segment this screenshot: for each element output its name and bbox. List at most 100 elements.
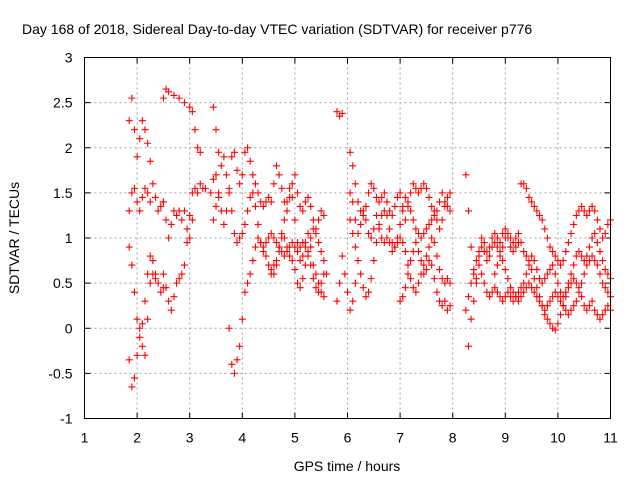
data-point — [357, 220, 365, 228]
data-point — [251, 180, 259, 188]
data-point — [265, 193, 273, 201]
data-point — [291, 216, 299, 224]
data-point — [491, 270, 499, 278]
data-point — [180, 99, 188, 107]
data-point — [296, 284, 304, 292]
data-point — [180, 207, 188, 215]
data-point — [128, 189, 136, 197]
data-point — [585, 302, 593, 310]
x-tick-label: 3 — [186, 430, 194, 446]
data-point — [288, 180, 296, 188]
data-point — [407, 257, 415, 265]
data-point — [270, 234, 278, 242]
data-point — [312, 270, 320, 278]
data-point — [354, 229, 362, 237]
data-point — [422, 225, 430, 233]
data-point — [228, 207, 236, 215]
data-point — [380, 189, 388, 197]
data-point — [425, 243, 433, 251]
data-point — [391, 243, 399, 251]
data-point — [599, 311, 607, 319]
y-tick-label: 0.5 — [53, 275, 73, 291]
data-point — [244, 279, 252, 287]
data-point — [562, 248, 570, 256]
data-point — [286, 252, 294, 260]
data-point — [133, 351, 141, 359]
data-point — [525, 193, 533, 201]
data-point — [272, 239, 280, 247]
data-point — [215, 148, 223, 156]
data-point — [572, 211, 580, 219]
data-point — [207, 189, 215, 197]
data-point — [138, 193, 146, 201]
data-point — [378, 193, 386, 201]
data-point — [270, 180, 278, 188]
data-point — [407, 189, 415, 197]
y-tick-labels: -1 -0.5 0 0.5 1 1.5 2 2.5 3 — [48, 50, 72, 427]
data-point — [404, 270, 412, 278]
data-point — [425, 257, 433, 265]
data-point — [504, 234, 512, 242]
data-point — [315, 216, 323, 224]
data-point — [399, 293, 407, 301]
data-point — [538, 279, 546, 287]
data-point — [225, 189, 233, 197]
data-point — [149, 257, 157, 265]
series-track-8 — [209, 144, 328, 233]
data-point — [483, 257, 491, 265]
data-point — [144, 189, 152, 197]
data-point — [433, 207, 441, 215]
data-point — [428, 216, 436, 224]
series-track-14 — [333, 252, 359, 314]
data-point — [167, 220, 175, 228]
data-point — [333, 297, 341, 305]
data-point — [267, 229, 275, 237]
x-tick-label: 1 — [81, 430, 89, 446]
data-point — [420, 261, 428, 269]
data-point — [501, 225, 509, 233]
data-point — [149, 180, 157, 188]
data-point — [522, 184, 530, 192]
data-point — [501, 266, 509, 274]
data-point — [191, 184, 199, 192]
data-point — [212, 126, 220, 134]
data-point — [272, 162, 280, 170]
data-point — [209, 175, 217, 183]
data-point — [236, 234, 244, 242]
x-tick-label: 2 — [133, 430, 141, 446]
data-point — [557, 261, 565, 269]
data-point — [288, 193, 296, 201]
data-point — [472, 257, 480, 265]
data-point — [296, 202, 304, 210]
data-point — [430, 239, 438, 247]
data-point — [338, 252, 346, 260]
data-point — [583, 211, 591, 219]
data-point — [370, 257, 378, 265]
data-point — [152, 275, 160, 283]
data-point — [393, 193, 401, 201]
data-point — [486, 243, 494, 251]
data-point — [409, 284, 417, 292]
data-points — [125, 85, 614, 391]
data-point — [141, 184, 149, 192]
data-point — [278, 229, 286, 237]
data-point — [525, 279, 533, 287]
data-point — [212, 171, 220, 179]
data-point — [136, 333, 144, 341]
x-tick-label: 10 — [550, 430, 566, 446]
data-point — [259, 202, 267, 210]
data-point — [351, 243, 359, 251]
data-point — [530, 288, 538, 296]
data-point — [520, 248, 528, 256]
data-point — [438, 189, 446, 197]
data-point — [178, 270, 186, 278]
data-point — [159, 270, 167, 278]
data-point — [467, 243, 475, 251]
data-point — [499, 257, 507, 265]
data-point — [570, 275, 578, 283]
data-point — [596, 270, 604, 278]
data-point — [428, 234, 436, 242]
data-point — [141, 297, 149, 305]
data-point — [551, 252, 559, 260]
data-point — [241, 148, 249, 156]
